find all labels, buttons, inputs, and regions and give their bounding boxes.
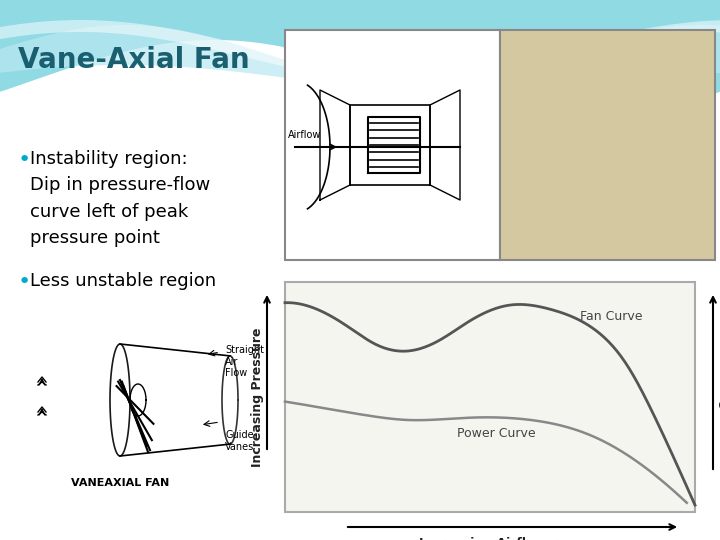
Polygon shape: [0, 20, 720, 82]
Polygon shape: [0, 0, 720, 120]
Text: Power Curve: Power Curve: [457, 427, 536, 440]
Text: •: •: [18, 150, 31, 170]
Text: VANEAXIAL FAN: VANEAXIAL FAN: [71, 478, 169, 488]
FancyBboxPatch shape: [285, 30, 500, 260]
Text: Guide
Vanes: Guide Vanes: [225, 430, 254, 451]
Text: Increasing Pressure: Increasing Pressure: [251, 327, 264, 467]
Text: Fan Curve: Fan Curve: [580, 310, 643, 323]
Bar: [285, 282, 695, 512]
Text: Airflow: Airflow: [288, 130, 321, 140]
Text: Increasing Power: Increasing Power: [719, 336, 720, 457]
Text: Increasing Airflow →: Increasing Airflow →: [419, 537, 561, 540]
Text: Less unstable region: Less unstable region: [30, 272, 216, 290]
FancyBboxPatch shape: [500, 30, 715, 260]
Polygon shape: [0, 25, 720, 95]
Text: •: •: [18, 272, 31, 292]
Text: Instability region:
Dip in pressure-flow
curve left of peak
pressure point: Instability region: Dip in pressure-flow…: [30, 150, 210, 247]
Text: Vane-Axial Fan: Vane-Axial Fan: [18, 46, 250, 74]
Text: Straight
Air
Flow: Straight Air Flow: [225, 345, 264, 378]
